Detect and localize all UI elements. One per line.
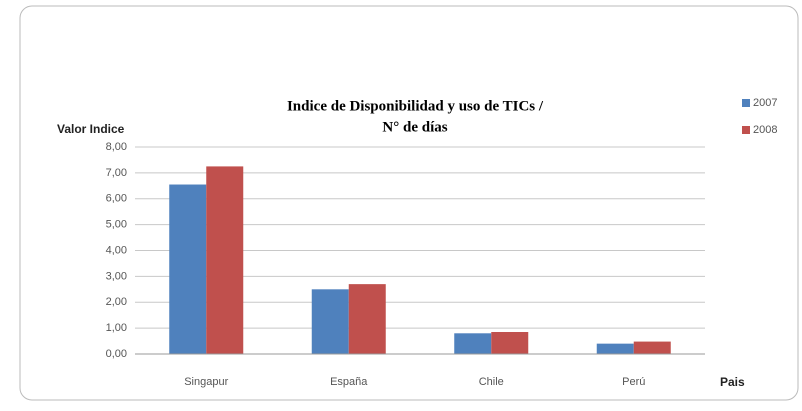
chart-title: Indice de Disponibilidad y uso de TICs / (287, 98, 544, 114)
bar (348, 284, 386, 354)
y-tick-label: 1,00 (106, 322, 127, 334)
x-axis-label: Pais (720, 375, 745, 389)
y-axis-label: Valor Indice (57, 122, 125, 136)
y-tick-label: 4,00 (106, 244, 127, 256)
x-tick-label: Perú (622, 376, 645, 388)
legend-label: 2008 (753, 124, 777, 136)
y-tick-label: 3,00 (106, 270, 127, 282)
bar (596, 343, 634, 354)
x-tick-label: Singapur (184, 376, 228, 388)
bar (491, 332, 529, 354)
bar (206, 166, 244, 354)
y-tick-label: 5,00 (106, 219, 127, 231)
chart-frame (19, 5, 799, 401)
y-tick-label: 6,00 (106, 193, 127, 205)
bar (454, 333, 492, 354)
x-tick-label: España (330, 376, 368, 388)
y-tick-label: 8,00 (106, 141, 127, 153)
y-tick-label: 0,00 (106, 348, 127, 360)
legend-swatch (742, 99, 750, 107)
chart-title: N° de días (382, 119, 447, 135)
bar (633, 341, 671, 354)
legend-label: 2007 (753, 97, 777, 109)
legend-swatch (742, 126, 750, 134)
bar (311, 289, 349, 354)
x-tick-label: Chile (479, 376, 504, 388)
y-tick-label: 2,00 (106, 296, 127, 308)
y-tick-label: 7,00 (106, 167, 127, 179)
bar (169, 184, 207, 354)
